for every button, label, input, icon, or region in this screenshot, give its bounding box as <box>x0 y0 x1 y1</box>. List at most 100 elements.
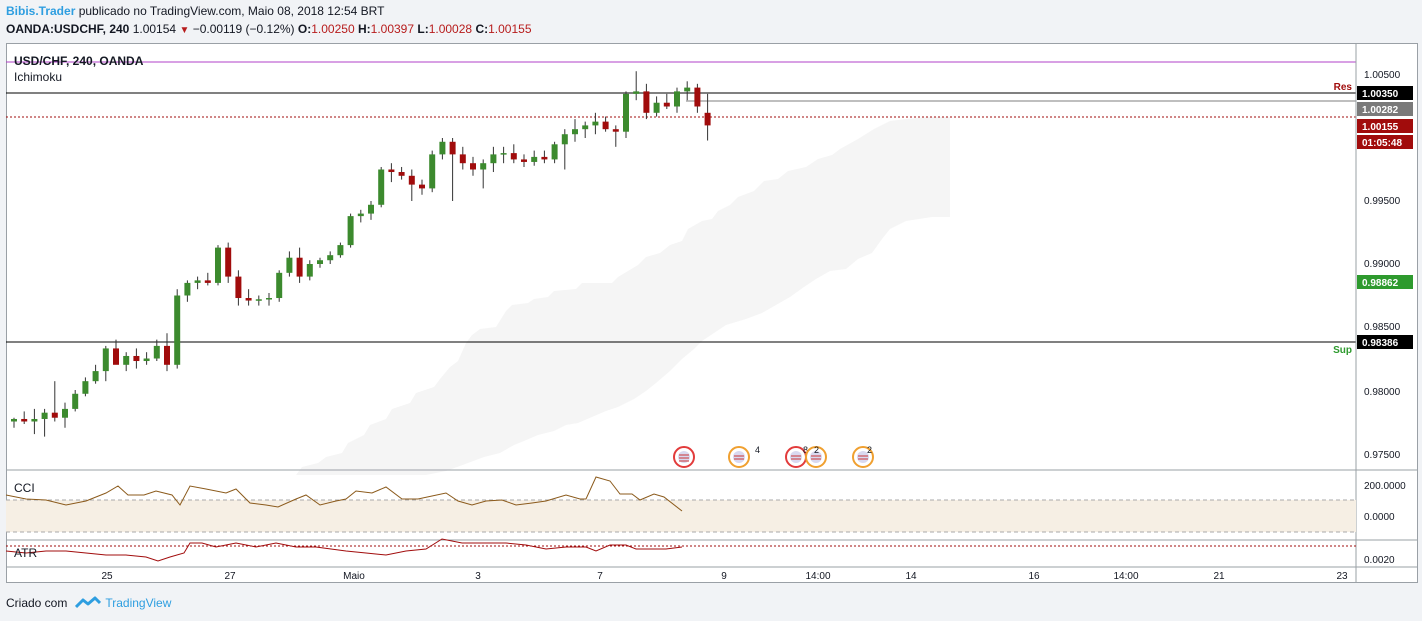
time-axis[interactable]: 25 27 Maio 3 7 9 14:00 14 16 14:00 21 23 <box>101 571 1348 582</box>
candle-up <box>327 255 334 261</box>
price-tick: 0.98500 <box>1364 322 1401 333</box>
candle-down <box>459 154 466 164</box>
time-tick: 25 <box>101 571 113 582</box>
cci-line <box>6 476 683 512</box>
candle-up <box>490 154 497 164</box>
time-tick: 14:00 <box>805 571 830 582</box>
candle-down <box>694 87 701 107</box>
candle-up <box>276 272 283 299</box>
event-flag[interactable]: 2 <box>852 445 874 468</box>
time-tick: 7 <box>597 571 603 582</box>
candle-up <box>266 298 272 300</box>
resistance-badge: 1.00350 <box>1362 89 1399 100</box>
candle-up <box>531 156 538 162</box>
tradingview-link[interactable]: TradingView <box>105 596 172 610</box>
candle-up <box>72 393 79 409</box>
cci-band <box>6 500 1356 532</box>
event-flag[interactable]: 4 <box>728 445 760 468</box>
candle-up <box>378 169 385 205</box>
candle-down <box>408 175 415 185</box>
candle-up <box>123 355 130 365</box>
candle-up <box>480 163 487 170</box>
chart-canvas[interactable]: USD/CHF, 240, OANDA Ichimoku Res Sup 4 8 <box>6 43 1418 583</box>
candle-up <box>286 257 293 273</box>
candle-down <box>164 345 170 365</box>
chart-title: USD/CHF, 240, OANDA <box>14 54 144 68</box>
event-count: 2 <box>867 445 872 455</box>
open-label: O: <box>297 22 312 36</box>
candle-up <box>368 204 374 214</box>
created-with-label: Criado com <box>6 596 68 610</box>
candle-up <box>633 91 640 94</box>
candle-up <box>684 87 691 92</box>
symbol-label: OANDA:USDCHF, 240 <box>6 22 130 36</box>
candle-up <box>82 381 89 394</box>
cloud-badge: 0.98862 <box>1362 278 1399 289</box>
candle-down <box>704 112 711 126</box>
indicator-label[interactable]: Ichimoku <box>14 70 62 84</box>
event-flag[interactable]: 2 <box>805 445 827 468</box>
last-price: 1.00154 <box>132 22 177 36</box>
candle-down <box>296 257 303 277</box>
cci-label[interactable]: CCI <box>14 481 35 495</box>
candle-up <box>429 154 436 189</box>
economic-events[interactable]: 4 8 2 2 <box>673 445 874 468</box>
ohlc-line: OANDA:USDCHF, 240 1.00154 ▼ −0.00119 (−0… <box>6 22 532 36</box>
candle-up <box>62 408 68 418</box>
candle-up <box>439 141 446 155</box>
candle-up <box>623 93 629 132</box>
candle-up <box>153 345 160 359</box>
atr-line <box>6 538 683 562</box>
candle-up <box>561 134 568 145</box>
candle-up <box>592 121 599 126</box>
time-tick: 21 <box>1213 571 1225 582</box>
time-tick: Maio <box>343 571 365 582</box>
candle-up <box>582 125 589 130</box>
candle-up <box>11 418 17 422</box>
time-tick: 14:00 <box>1113 571 1138 582</box>
footer: Criado com TradingView <box>6 596 171 610</box>
close-value: 1.00155 <box>488 22 532 36</box>
price-tick: 0.99000 <box>1364 259 1401 270</box>
candle-up <box>572 129 578 135</box>
candle-down <box>225 247 232 277</box>
low-label: L: <box>417 22 429 36</box>
event-count: 4 <box>755 445 760 455</box>
candle-down <box>612 129 619 132</box>
candle-down <box>133 355 140 362</box>
event-flag[interactable]: 8 <box>785 445 808 468</box>
candle-down <box>51 412 58 418</box>
support-badge: 0.98386 <box>1362 338 1399 349</box>
candle-down <box>510 153 517 160</box>
candle-up <box>102 348 109 372</box>
res-label: Res <box>1334 82 1353 93</box>
candle-down <box>521 159 527 162</box>
candle-down <box>113 348 119 365</box>
cci-tick: 0.0000 <box>1364 512 1395 523</box>
candle-down <box>541 156 548 160</box>
candle-down <box>602 121 609 130</box>
close-label: C: <box>475 22 489 36</box>
candle-up <box>653 102 660 113</box>
candle-up <box>143 358 150 362</box>
price-axis[interactable]: 1.00500 0.99500 0.99000 0.98500 0.98000 … <box>1364 70 1406 566</box>
publish-line: Bibis.Trader publicado no TradingView.co… <box>6 4 384 18</box>
candle-down <box>398 172 405 176</box>
candle-down <box>21 418 28 422</box>
resistance2-badge: 1.00282 <box>1362 105 1399 116</box>
event-flag[interactable] <box>673 446 695 468</box>
candle-down <box>643 91 650 113</box>
price-change: −0.00119 (−0.12%) <box>192 22 295 36</box>
down-arrow-icon: ▼ <box>179 25 190 36</box>
candle-up <box>255 299 262 301</box>
tradingview-logo-icon <box>75 596 102 609</box>
author-link[interactable]: Bibis.Trader <box>6 4 76 18</box>
high-label: H: <box>357 22 371 36</box>
candle-up <box>92 371 99 382</box>
price-tick: 0.99500 <box>1364 196 1401 207</box>
publish-info: publicado no TradingView.com, Maio 08, 2… <box>78 4 385 18</box>
candle-up <box>306 264 313 277</box>
candle-down <box>245 298 252 301</box>
candle-up <box>500 153 507 155</box>
atr-label[interactable]: ATR <box>14 546 37 560</box>
